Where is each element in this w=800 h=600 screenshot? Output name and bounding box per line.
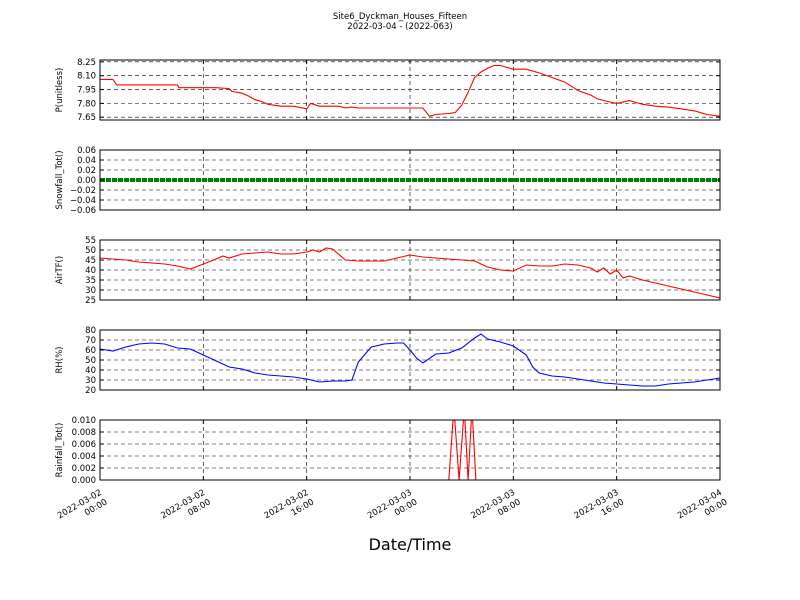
y-tick-label: 35 — [85, 276, 96, 286]
y-axis-label: RH(%) — [55, 346, 65, 373]
y-tick-label: 40 — [85, 366, 96, 376]
y-axis-label: P(unitless) — [55, 68, 65, 113]
y-tick-label: 0.04 — [77, 156, 96, 166]
y-tick-label: 0.008 — [72, 428, 96, 438]
chart-panel-2: −0.06−0.04−0.020.000.020.040.06 Snowfall_… — [55, 146, 721, 216]
y-axis-label: AirTF() — [55, 256, 65, 284]
chart-panel-1: 7.65 7.80 7.95 8.10 8.25 P(unitless) — [55, 58, 721, 123]
y-tick-label: 0.006 — [72, 440, 96, 450]
y-tick-label: 70 — [85, 336, 96, 346]
figure-title-line1: Site6_Dyckman_Houses_Fifteen — [333, 12, 467, 22]
y-tick-label: 0.000 — [72, 476, 96, 486]
y-tick-label: 0.010 — [72, 416, 96, 426]
y-tick-label: −0.06 — [70, 206, 96, 216]
y-tick-label: 30 — [85, 286, 96, 296]
y-axis-label: Rainfall_Tot() — [55, 423, 65, 478]
y-tick-label: 20 — [85, 386, 96, 396]
chart-panels: 7.657.807.958.108.25P(unitless)−0.06−0.0… — [55, 58, 721, 486]
figure-title-line2: 2022-03-04 - (2022-063) — [347, 22, 452, 32]
y-tick-label: 0.002 — [72, 464, 96, 474]
y-tick-label: 7.95 — [77, 86, 96, 96]
y-tick-label: 50 — [85, 356, 96, 366]
series-line — [100, 247, 720, 299]
y-tick-label: 0.004 — [72, 452, 96, 462]
chart-panel-5: 0.000 0.002 0.004 0.006 0.008 0.010 Rainfall_T… — [55, 416, 721, 486]
x-axis-label: Date/Time — [369, 535, 452, 554]
series-line — [100, 64, 720, 117]
y-tick-label: 7.65 — [77, 113, 96, 123]
series-line — [100, 420, 720, 480]
y-tick-label: −0.04 — [70, 196, 96, 206]
y-tick-label: 55 — [85, 236, 96, 246]
y-tick-label: 0.06 — [77, 146, 96, 156]
y-tick-label: 45 — [85, 256, 96, 266]
y-tick-label: 40 — [85, 266, 96, 276]
y-tick-label: 0.00 — [77, 176, 96, 186]
y-tick-label: 30 — [85, 376, 96, 386]
y-tick-label: 8.25 — [77, 58, 96, 68]
y-tick-label: 8.10 — [77, 72, 96, 82]
series-line — [100, 333, 720, 387]
y-axis-label: Snowfall_Tot() — [55, 150, 65, 209]
y-tick-label: 7.80 — [77, 99, 96, 109]
y-tick-label: 25 — [85, 296, 96, 306]
y-tick-label: −0.02 — [70, 186, 96, 196]
y-tick-label: 60 — [85, 346, 96, 356]
y-tick-label: 0.02 — [77, 166, 96, 176]
y-tick-label: 80 — [85, 326, 96, 336]
y-tick-label: 50 — [85, 246, 96, 256]
